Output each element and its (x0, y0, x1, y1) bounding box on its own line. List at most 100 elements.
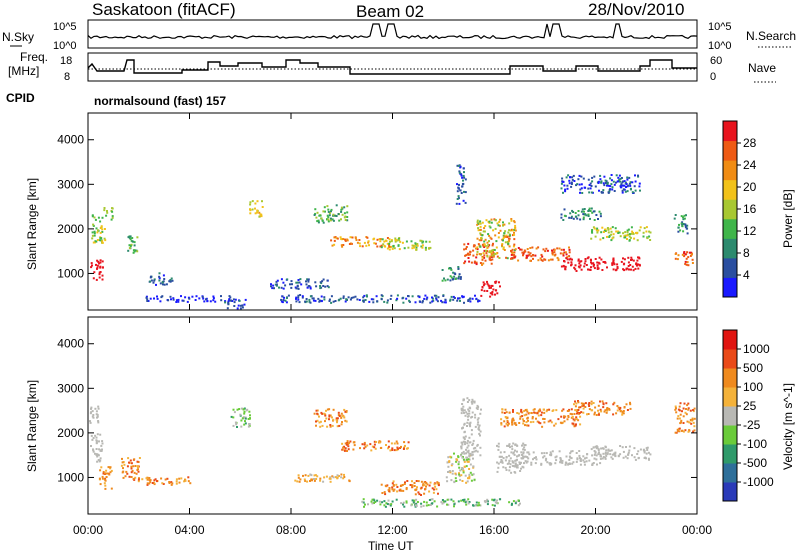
data-cell (523, 462, 525, 465)
data-cell (341, 213, 344, 216)
data-cell (423, 500, 426, 503)
data-cell (417, 295, 420, 298)
data-cell (578, 406, 580, 409)
data-cell (342, 415, 345, 418)
data-cell (517, 247, 520, 249)
data-cell (603, 261, 606, 263)
data-cell (448, 470, 451, 473)
data-cell (474, 504, 477, 507)
data-cell (383, 244, 386, 247)
data-cell (466, 456, 468, 459)
data-cell (607, 231, 610, 234)
data-cell (366, 444, 369, 447)
data-cell (333, 236, 336, 239)
data-cell (468, 468, 471, 470)
data-cell (530, 255, 533, 258)
data-cell (461, 408, 464, 411)
data-cell (393, 247, 396, 250)
data-cell (635, 231, 637, 234)
data-cell (681, 225, 684, 228)
data-cell (565, 176, 568, 179)
data-cell (337, 411, 340, 414)
data-cell (110, 487, 113, 490)
data-cell (491, 244, 494, 247)
data-cell (676, 258, 679, 261)
data-cell (606, 235, 608, 238)
x-tick-label: 04:00 (174, 523, 204, 537)
data-cell (413, 485, 416, 487)
data-cell (457, 195, 460, 198)
data-cell (685, 214, 687, 217)
data-cell (676, 428, 679, 431)
data-cell (490, 237, 493, 240)
data-cell (575, 423, 577, 426)
data-cell (592, 462, 595, 464)
data-cell (101, 228, 104, 231)
data-cell (340, 476, 343, 479)
data-cell (329, 477, 332, 480)
data-cell (468, 473, 471, 476)
data-cell (167, 299, 170, 302)
data-cell (92, 450, 95, 453)
data-cell (484, 249, 487, 252)
data-cell (459, 478, 462, 481)
data-cell (590, 185, 593, 187)
data-cell (470, 416, 473, 419)
data-cell (416, 243, 419, 245)
data-cell (230, 299, 233, 302)
data-cell (518, 461, 521, 464)
data-cell (131, 237, 134, 239)
data-cell (334, 300, 337, 302)
data-cell (136, 250, 139, 253)
colorbar-tick-label: -500 (743, 456, 767, 470)
data-cell (505, 422, 508, 425)
data-cell (488, 257, 491, 260)
data-cell (521, 453, 523, 456)
data-cell (189, 482, 192, 485)
data-cell (454, 273, 457, 276)
data-cell (593, 227, 596, 230)
data-cell (479, 446, 482, 449)
data-cell (636, 264, 638, 267)
data-cell (673, 217, 676, 220)
data-cell (473, 400, 476, 403)
data-cell (325, 417, 328, 420)
data-cell (647, 457, 650, 460)
data-cell (534, 462, 537, 465)
data-cell (317, 219, 320, 222)
data-cell (415, 504, 417, 507)
data-cell (334, 214, 337, 217)
data-cell (513, 251, 516, 254)
freq-tick-top: 18 (60, 55, 72, 67)
data-cell (297, 279, 300, 281)
data-cell (158, 272, 161, 275)
data-cell (525, 413, 528, 416)
data-cell (508, 443, 511, 446)
data-cell (312, 297, 315, 300)
data-cell (630, 256, 633, 259)
data-cell (514, 227, 516, 230)
colorbar-tick-label: 4 (743, 268, 750, 282)
data-cell (627, 233, 630, 236)
data-cell (123, 463, 126, 466)
data-cell (483, 227, 486, 230)
data-cell (682, 430, 685, 433)
data-cell (569, 176, 572, 179)
data-cell (109, 466, 112, 469)
data-cell (639, 226, 642, 229)
data-cell (503, 420, 506, 423)
data-cell (517, 412, 520, 415)
data-cell (453, 503, 456, 506)
data-cell (93, 234, 96, 237)
data-cell (479, 225, 482, 228)
data-cell (228, 298, 231, 301)
data-cell (468, 412, 471, 415)
data-cell (540, 259, 543, 261)
data-cell (480, 408, 482, 411)
data-cell (426, 296, 429, 299)
data-cell (597, 180, 600, 183)
data-cell (416, 244, 419, 247)
data-cell (466, 460, 469, 463)
data-cell (463, 409, 466, 412)
